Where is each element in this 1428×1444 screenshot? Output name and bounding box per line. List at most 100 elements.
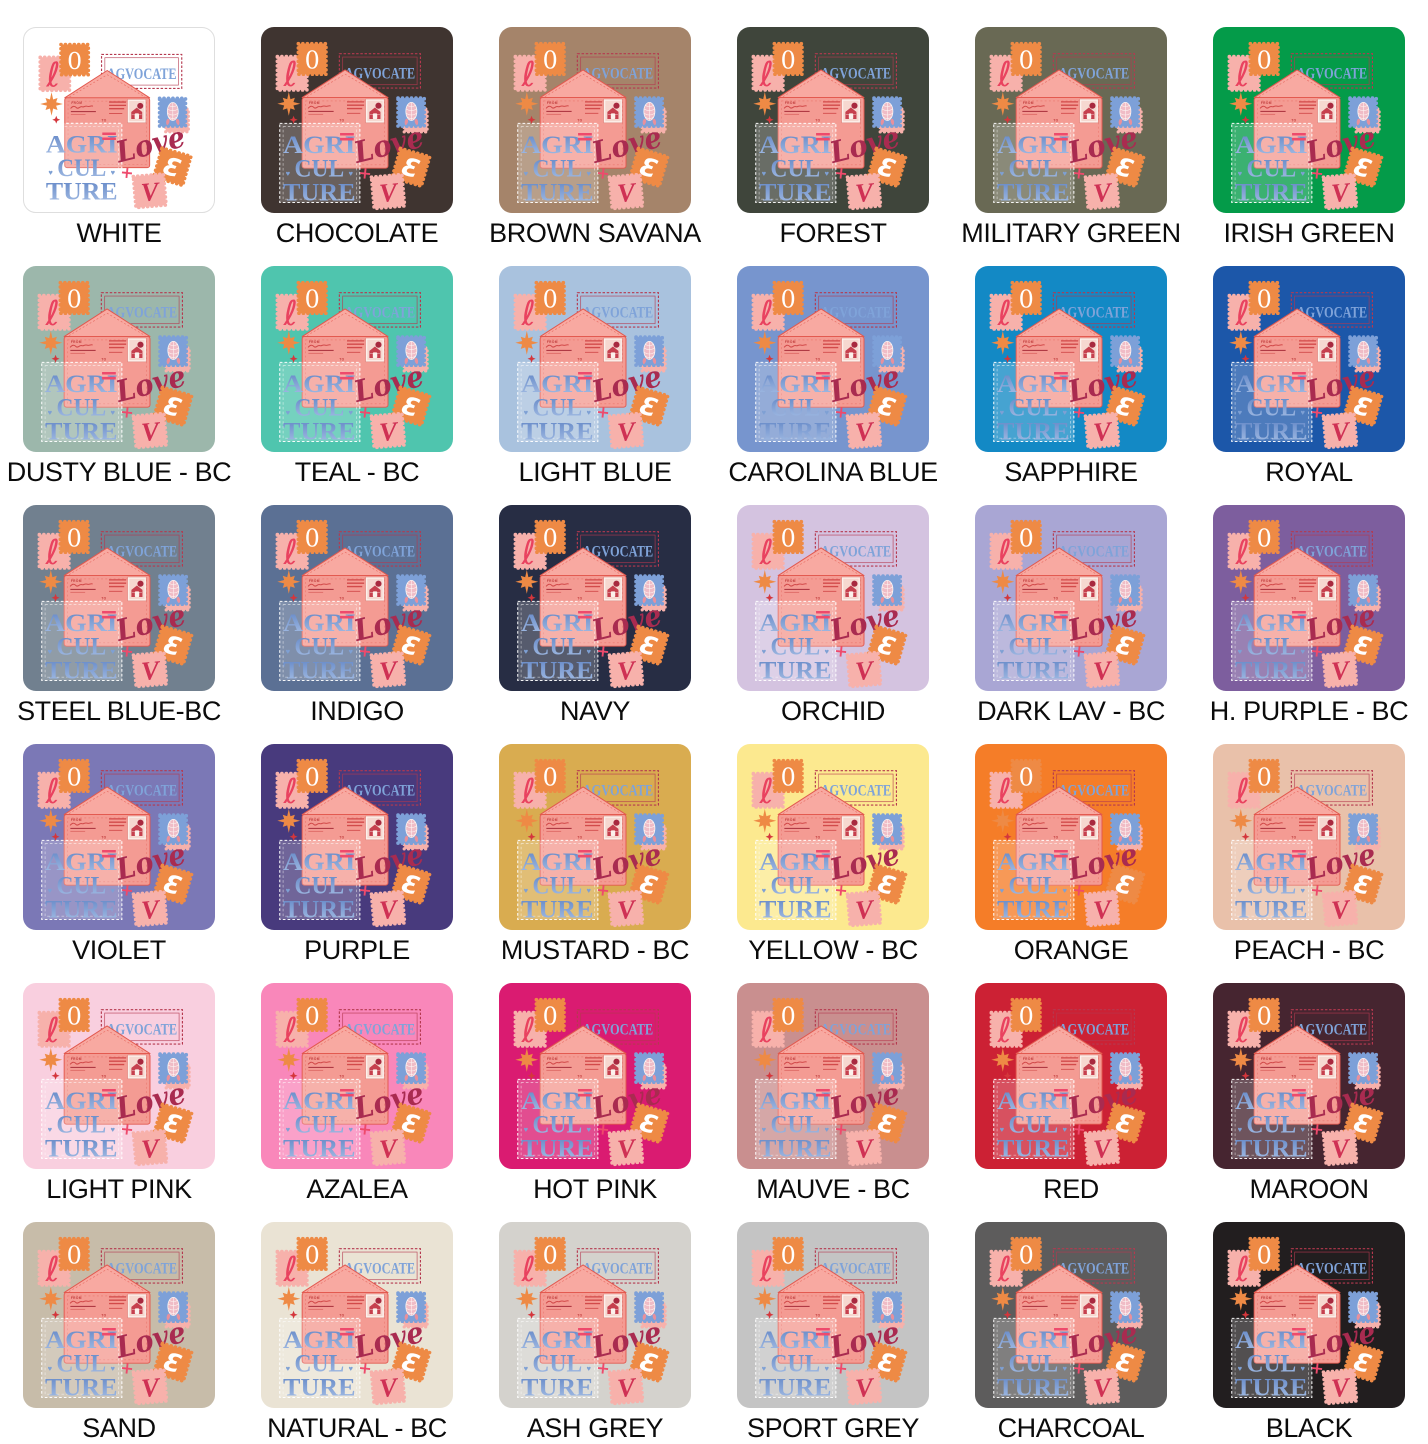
swatch-tile[interactable] bbox=[23, 1222, 215, 1408]
swatch-tile[interactable] bbox=[261, 505, 453, 691]
swatch-label: SAPPHIRE bbox=[1004, 457, 1138, 487]
swatch-tile[interactable] bbox=[23, 266, 215, 452]
swatch-tile[interactable] bbox=[1213, 266, 1405, 452]
swatch-tile[interactable] bbox=[975, 266, 1167, 452]
swatch-tile[interactable] bbox=[499, 1222, 691, 1408]
swatch: PURPLE bbox=[261, 733, 453, 965]
design-artwork bbox=[1213, 1222, 1405, 1408]
swatch-tile[interactable] bbox=[23, 27, 215, 213]
swatch-label: INDIGO bbox=[310, 696, 404, 726]
swatch-tile[interactable] bbox=[737, 744, 929, 930]
swatch-tile[interactable] bbox=[23, 744, 215, 930]
swatch: HOT PINK bbox=[499, 972, 691, 1204]
swatch-tile[interactable] bbox=[261, 1222, 453, 1408]
swatch-label: BROWN SAVANA bbox=[489, 218, 701, 248]
swatch-label: RED bbox=[1043, 1174, 1099, 1204]
design-artwork bbox=[975, 1222, 1167, 1408]
swatch: IRISH GREEN bbox=[1213, 16, 1405, 248]
swatch: NAVY bbox=[499, 494, 691, 726]
swatch-label: CHARCOAL bbox=[997, 1413, 1145, 1443]
swatch-label: ORANGE bbox=[1013, 935, 1129, 965]
swatch: CAROLINA BLUE bbox=[728, 255, 938, 487]
swatch-tile[interactable] bbox=[499, 983, 691, 1169]
swatch-label: NATURAL - BC bbox=[267, 1413, 447, 1443]
swatch-tile[interactable] bbox=[1213, 983, 1405, 1169]
swatch: MAUVE - BC bbox=[737, 972, 929, 1204]
swatch: BLACK bbox=[1213, 1211, 1405, 1443]
swatch-tile[interactable] bbox=[737, 983, 929, 1169]
swatch: AZALEA bbox=[261, 972, 453, 1204]
swatch-tile[interactable] bbox=[975, 983, 1167, 1169]
design-artwork bbox=[23, 744, 215, 930]
swatch-label: TEAL - BC bbox=[294, 457, 420, 487]
swatch-label: ORCHID bbox=[780, 696, 886, 726]
swatch-tile[interactable] bbox=[499, 27, 691, 213]
swatch: SAND bbox=[23, 1211, 215, 1443]
swatch: ORCHID bbox=[737, 494, 929, 726]
design-artwork bbox=[499, 744, 691, 930]
swatch-tile[interactable] bbox=[975, 1222, 1167, 1408]
swatch: VIOLET bbox=[23, 733, 215, 965]
design-artwork bbox=[1213, 27, 1405, 213]
swatch-label: BLACK bbox=[1265, 1413, 1353, 1443]
swatch: CHOCOLATE bbox=[261, 16, 453, 248]
design-artwork bbox=[261, 1222, 453, 1408]
design-artwork bbox=[975, 505, 1167, 691]
swatch: STEEL BLUE-BC bbox=[17, 494, 221, 726]
design-artwork bbox=[499, 266, 691, 452]
swatch-tile[interactable] bbox=[975, 27, 1167, 213]
swatch-label: WHITE bbox=[76, 218, 162, 248]
swatch-tile[interactable] bbox=[23, 983, 215, 1169]
swatch-tile[interactable] bbox=[1213, 1222, 1405, 1408]
design-artwork bbox=[261, 27, 453, 213]
swatch-tile[interactable] bbox=[737, 266, 929, 452]
swatch: INDIGO bbox=[261, 494, 453, 726]
swatch: ROYAL bbox=[1213, 255, 1405, 487]
swatch: ORANGE bbox=[975, 733, 1167, 965]
swatch-label: FOREST bbox=[779, 218, 887, 248]
swatch-tile[interactable] bbox=[1213, 27, 1405, 213]
swatch-tile[interactable] bbox=[975, 744, 1167, 930]
swatch-tile[interactable] bbox=[737, 505, 929, 691]
swatch: CHARCOAL bbox=[975, 1211, 1167, 1443]
swatch-tile[interactable] bbox=[499, 505, 691, 691]
design-artwork bbox=[499, 505, 691, 691]
design-artwork bbox=[975, 266, 1167, 452]
swatch-label: MAUVE - BC bbox=[756, 1174, 910, 1204]
swatch: BROWN SAVANA bbox=[489, 16, 701, 248]
swatch: MILITARY GREEN bbox=[961, 16, 1181, 248]
swatch-label: CHOCOLATE bbox=[275, 218, 439, 248]
swatch-label: SPORT GREY bbox=[746, 1413, 920, 1443]
design-artwork bbox=[737, 983, 929, 1169]
design-artwork bbox=[975, 744, 1167, 930]
design-artwork bbox=[261, 983, 453, 1169]
swatch-tile[interactable] bbox=[23, 505, 215, 691]
design-artwork bbox=[499, 983, 691, 1169]
swatch-tile[interactable] bbox=[261, 744, 453, 930]
swatch-tile[interactable] bbox=[499, 744, 691, 930]
swatch-tile[interactable] bbox=[975, 505, 1167, 691]
swatch-label: IRISH GREEN bbox=[1223, 218, 1395, 248]
swatch-label: NAVY bbox=[560, 696, 630, 726]
swatch-tile[interactable] bbox=[499, 266, 691, 452]
design-artwork bbox=[1213, 983, 1405, 1169]
swatch-label: MAROON bbox=[1249, 1174, 1369, 1204]
swatch-tile[interactable] bbox=[261, 983, 453, 1169]
swatch-label: LIGHT BLUE bbox=[518, 457, 672, 487]
swatch: RED bbox=[975, 972, 1167, 1204]
swatch-tile[interactable] bbox=[261, 27, 453, 213]
swatch: NATURAL - BC bbox=[261, 1211, 453, 1443]
design-artwork bbox=[24, 28, 214, 212]
swatch: ASH GREY bbox=[499, 1211, 691, 1443]
design-artwork bbox=[1213, 744, 1405, 930]
design-artwork bbox=[975, 27, 1167, 213]
swatch-tile[interactable] bbox=[737, 1222, 929, 1408]
swatch: SPORT GREY bbox=[737, 1211, 929, 1443]
design-artwork bbox=[261, 505, 453, 691]
swatch-tile[interactable] bbox=[1213, 505, 1405, 691]
swatch-tile[interactable] bbox=[261, 266, 453, 452]
swatch-label: LIGHT PINK bbox=[46, 1174, 192, 1204]
design-artwork bbox=[499, 1222, 691, 1408]
swatch-tile[interactable] bbox=[737, 27, 929, 213]
swatch-tile[interactable] bbox=[1213, 744, 1405, 930]
